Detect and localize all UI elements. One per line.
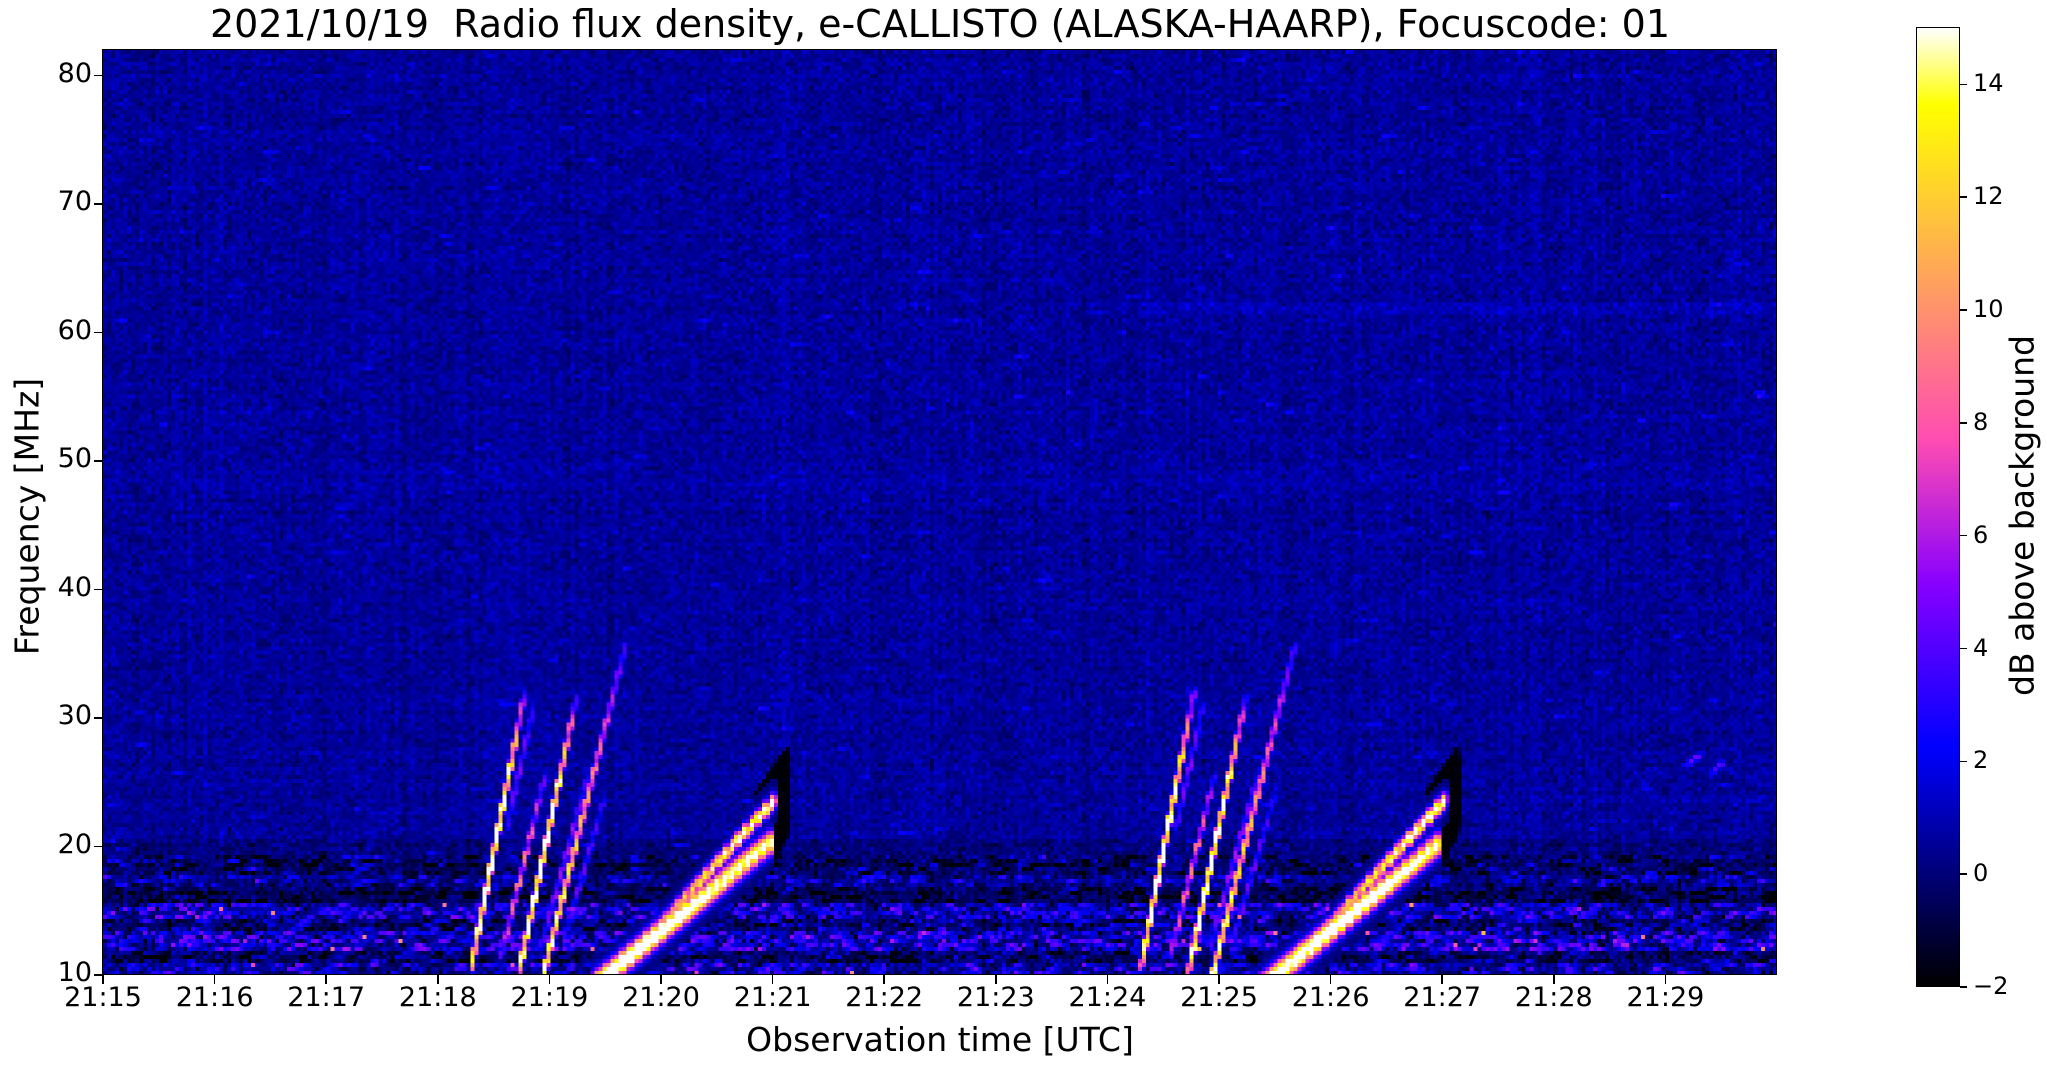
- colorbar-tick-label: −2: [1973, 972, 2009, 1000]
- colorbar-label: dB above background: [2002, 335, 2042, 696]
- colorbar-tick-mark: [1960, 309, 1967, 311]
- y-tick-label: 40: [57, 571, 92, 603]
- y-tick-label: 50: [57, 443, 92, 475]
- y-tick-mark: [94, 588, 103, 591]
- x-tick-label: 21:19: [510, 982, 589, 1013]
- colorbar-tick-label: 12: [1973, 182, 2004, 211]
- x-tick-mark: [660, 975, 662, 984]
- y-tick-label: 70: [57, 186, 92, 218]
- colorbar-tick-label: 2: [1973, 746, 1989, 775]
- colorbar-tick-mark: [1960, 647, 1967, 650]
- x-tick-mark: [548, 975, 551, 984]
- x-tick-mark: [1441, 975, 1443, 984]
- colorbar-tick-label: 0: [1973, 859, 1989, 888]
- y-tick-mark: [94, 331, 103, 334]
- y-tick-mark: [94, 845, 103, 848]
- colorbar-tick-label: 6: [1973, 520, 1989, 549]
- x-tick-label: 21:23: [956, 982, 1035, 1013]
- spectrogram-heatmap: [103, 50, 1777, 975]
- colorbar-tick-mark: [1960, 873, 1967, 875]
- chart-title: 2021/10/19 Radio flux density, e-CALLIST…: [209, 2, 1671, 46]
- y-tick-mark: [94, 717, 103, 719]
- y-tick-mark: [94, 203, 103, 205]
- x-tick-mark: [1218, 975, 1220, 984]
- x-tick-label: 21:17: [287, 982, 366, 1013]
- x-tick-mark: [437, 975, 439, 984]
- x-tick-mark: [213, 975, 216, 984]
- x-tick-mark: [325, 975, 327, 984]
- colorbar-gradient: [1917, 28, 1960, 987]
- x-tick-mark: [1106, 975, 1109, 984]
- colorbar-tick-mark: [1960, 422, 1967, 424]
- x-tick-mark: [883, 975, 885, 984]
- colorbar-tick-label: 8: [1973, 407, 1989, 436]
- x-tick-label: 21:25: [1180, 982, 1258, 1013]
- x-tick-label: 21:15: [64, 982, 142, 1013]
- x-tick-mark: [771, 975, 774, 984]
- x-tick-mark: [1329, 975, 1332, 984]
- colorbar-tick-mark: [1960, 986, 1967, 988]
- y-tick-mark: [94, 974, 103, 976]
- colorbar-tick-mark: [1960, 196, 1967, 198]
- y-axis-label: Frequency [MHz]: [7, 377, 47, 656]
- y-tick-label: 20: [57, 828, 92, 860]
- x-tick-label: 21:20: [622, 982, 700, 1013]
- colorbar-tick-mark: [1960, 760, 1967, 763]
- colorbar-tick-mark: [1960, 83, 1967, 86]
- colorbar-tick-label: 10: [1973, 295, 2004, 324]
- x-tick-label: 21:16: [175, 982, 254, 1013]
- colorbar-tick-label: 14: [1973, 69, 2004, 98]
- colorbar-tick-mark: [1960, 534, 1967, 537]
- y-tick-mark: [94, 460, 103, 462]
- x-tick-label: 21:22: [845, 982, 924, 1013]
- x-tick-label: 21:29: [1626, 982, 1705, 1013]
- y-tick-label: 60: [57, 314, 92, 346]
- x-axis-label: Observation time [UTC]: [746, 1020, 1134, 1059]
- colorbar-tick-label: 4: [1973, 633, 1989, 662]
- x-tick-mark: [995, 975, 997, 984]
- y-tick-label: 30: [57, 700, 92, 732]
- x-tick-label: 21:21: [733, 982, 812, 1013]
- x-tick-label: 21:26: [1291, 982, 1370, 1013]
- x-tick-label: 21:28: [1514, 982, 1593, 1013]
- x-tick-mark: [1553, 975, 1555, 984]
- x-tick-label: 21:27: [1403, 982, 1482, 1013]
- x-tick-label: 21:24: [1068, 982, 1147, 1013]
- x-tick-mark: [1664, 975, 1667, 984]
- y-tick-mark: [94, 74, 103, 77]
- y-tick-label: 10: [57, 957, 92, 988]
- x-tick-label: 21:18: [398, 982, 477, 1013]
- y-tick-label: 80: [57, 57, 92, 89]
- x-tick-mark: [102, 975, 104, 984]
